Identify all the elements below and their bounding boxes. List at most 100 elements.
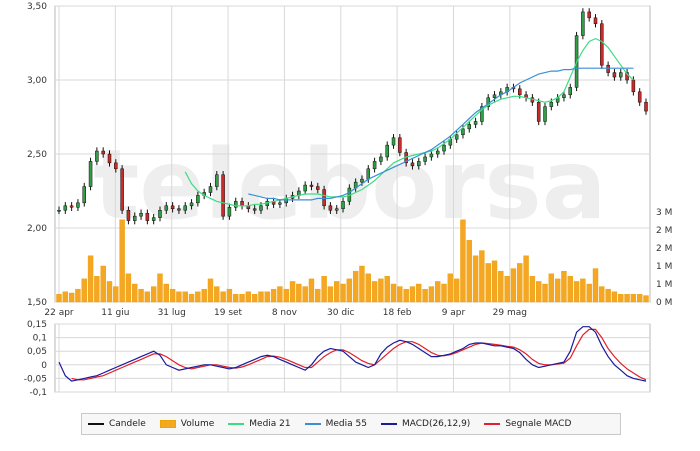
volume-bar (119, 219, 125, 303)
volume-bar (378, 278, 384, 303)
volume-bar (81, 278, 87, 303)
candle-body (151, 217, 156, 221)
macd-tick-label: 0 (41, 361, 47, 371)
candle-body (398, 137, 402, 153)
volume-bar (466, 240, 472, 303)
volume-bar (542, 283, 548, 303)
volume-bar (150, 286, 157, 303)
candle-body (189, 202, 194, 207)
candle-body (233, 201, 238, 208)
legend-label-signal: Segnale MACD (505, 419, 572, 429)
volume-bar (296, 283, 302, 303)
candle-body (170, 205, 175, 210)
volume-tick-label: 3 M (656, 208, 672, 218)
volume-bar (529, 276, 536, 303)
legend-item-macd[interactable]: MACD(26,12,9) (380, 419, 471, 429)
candle-body (120, 168, 124, 211)
legend: Candele Volume Media 21 Media 55 MACD(26… (81, 413, 621, 435)
volume-bar (409, 286, 416, 303)
legend-item-volume[interactable]: Volume (159, 419, 214, 429)
series-line-macd (58, 326, 647, 382)
y-tick-label: 3,00 (27, 76, 47, 86)
candle-body (593, 17, 598, 25)
y-tick-label: 2,00 (27, 224, 47, 234)
candle-body (322, 189, 326, 207)
candle-body (240, 201, 244, 207)
legend-item-candles[interactable]: Candele (88, 419, 146, 429)
candle-body (107, 153, 112, 164)
candle-body (442, 144, 446, 152)
macd-frame (54, 323, 651, 393)
x-tick-label: 29 mag (493, 308, 527, 318)
volume-bar (453, 278, 460, 303)
y-tick-label: 3,50 (27, 2, 47, 12)
candle-body (429, 153, 434, 158)
candle-body (334, 208, 339, 211)
candle-body (252, 208, 257, 211)
volume-bar (125, 273, 132, 303)
legend-item-ma55[interactable]: Media 55 (304, 419, 367, 429)
volume-bar (87, 255, 94, 303)
volume-bar (611, 291, 618, 303)
volume-bar (636, 294, 643, 303)
legend-label-ma21: Media 21 (249, 419, 291, 429)
candle-body (600, 23, 604, 66)
y-tick-label: 1,50 (27, 298, 47, 308)
macd-tick-label: 0,05 (27, 347, 47, 357)
candle-body (183, 205, 187, 211)
macd-swatch (380, 423, 397, 425)
x-tick-label: 8 nov (272, 308, 298, 318)
candle-body (473, 121, 478, 125)
candle-body (158, 209, 162, 218)
x-tick-label: 22 apr (44, 308, 74, 318)
volume-bar (643, 295, 649, 303)
volume-bar (188, 294, 195, 303)
volume-bar (447, 273, 454, 303)
volume-bar (346, 278, 353, 303)
volume-bar (365, 273, 371, 303)
volume-bar (251, 294, 258, 303)
volume-bar (548, 273, 555, 303)
volume-bar (586, 283, 592, 303)
volume-bar (472, 255, 479, 303)
volume-bar (144, 291, 151, 303)
volume-bar (132, 283, 138, 303)
legend-item-signal[interactable]: Segnale MACD (484, 419, 571, 429)
volume-bar (624, 294, 630, 303)
volume-bar (157, 273, 163, 303)
candle-body (145, 212, 150, 221)
volume-bar (195, 291, 201, 303)
candle-body (126, 209, 131, 221)
legend-item-ma21[interactable]: Media 21 (228, 419, 291, 429)
volume-bar (441, 283, 447, 303)
volume-bar (233, 294, 239, 303)
volume-bar (289, 281, 296, 303)
candle-body (467, 124, 472, 130)
legend-label-ma55: Media 55 (325, 419, 367, 429)
volume-bar (618, 294, 624, 303)
volume-bar (327, 286, 334, 303)
volume-bar (422, 288, 428, 303)
legend-label-macd: MACD(26,12,9) (401, 419, 471, 429)
candle-body (328, 205, 333, 211)
volume-bar (68, 292, 75, 303)
ma21-swatch (228, 423, 245, 425)
candle-body (625, 72, 629, 81)
volume-bar (245, 291, 252, 303)
candle-body (461, 128, 465, 136)
volume-bar (56, 294, 62, 303)
candle-body (587, 11, 591, 19)
volume-bar (75, 288, 81, 303)
candle-body (581, 11, 585, 36)
volume-bar (239, 294, 245, 303)
candle-body (69, 205, 74, 208)
candle-body (385, 144, 389, 158)
candle-body (101, 150, 105, 155)
candle-body (379, 156, 383, 162)
ma55-swatch (304, 423, 321, 425)
candle-body (606, 64, 610, 73)
candle-body (95, 150, 99, 162)
volume-bar (416, 283, 422, 303)
volume-bar (403, 288, 409, 303)
candle-body (221, 174, 225, 217)
